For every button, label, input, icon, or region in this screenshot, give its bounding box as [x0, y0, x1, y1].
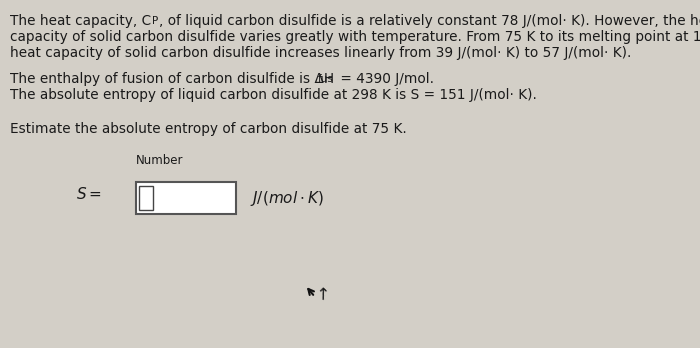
- Text: P: P: [152, 16, 158, 26]
- Text: , of liquid carbon disulfide is a relatively constant 78 J/(mol· K). However, th: , of liquid carbon disulfide is a relati…: [159, 14, 700, 28]
- Text: Number: Number: [136, 154, 183, 167]
- Text: fus: fus: [318, 74, 334, 84]
- Text: ↖: ↖: [310, 284, 332, 306]
- Text: $\mathit{S=}$: $\mathit{S=}$: [76, 186, 101, 202]
- Text: = 4390 J/mol.: = 4390 J/mol.: [336, 72, 434, 86]
- Text: heat capacity of solid carbon disulfide increases linearly from 39 J/(mol· K) to: heat capacity of solid carbon disulfide …: [10, 46, 631, 60]
- Text: $\mathit{J/}$$\left(\mathit{mol \cdot K}\right)$: $\mathit{J/}$$\left(\mathit{mol \cdot K}…: [250, 189, 324, 207]
- Bar: [136, 182, 236, 214]
- Text: The heat capacity, C: The heat capacity, C: [10, 14, 151, 28]
- Bar: [139, 186, 153, 210]
- Text: Estimate the absolute entropy of carbon disulfide at 75 K.: Estimate the absolute entropy of carbon …: [10, 122, 407, 136]
- Text: The enthalpy of fusion of carbon disulfide is ΔH: The enthalpy of fusion of carbon disulfi…: [10, 72, 334, 86]
- Text: The absolute entropy of liquid carbon disulfide at 298 K is S = 151 J/(mol· K).: The absolute entropy of liquid carbon di…: [10, 88, 537, 102]
- Text: capacity of solid carbon disulfide varies greatly with temperature. From 75 K to: capacity of solid carbon disulfide varie…: [10, 30, 700, 44]
